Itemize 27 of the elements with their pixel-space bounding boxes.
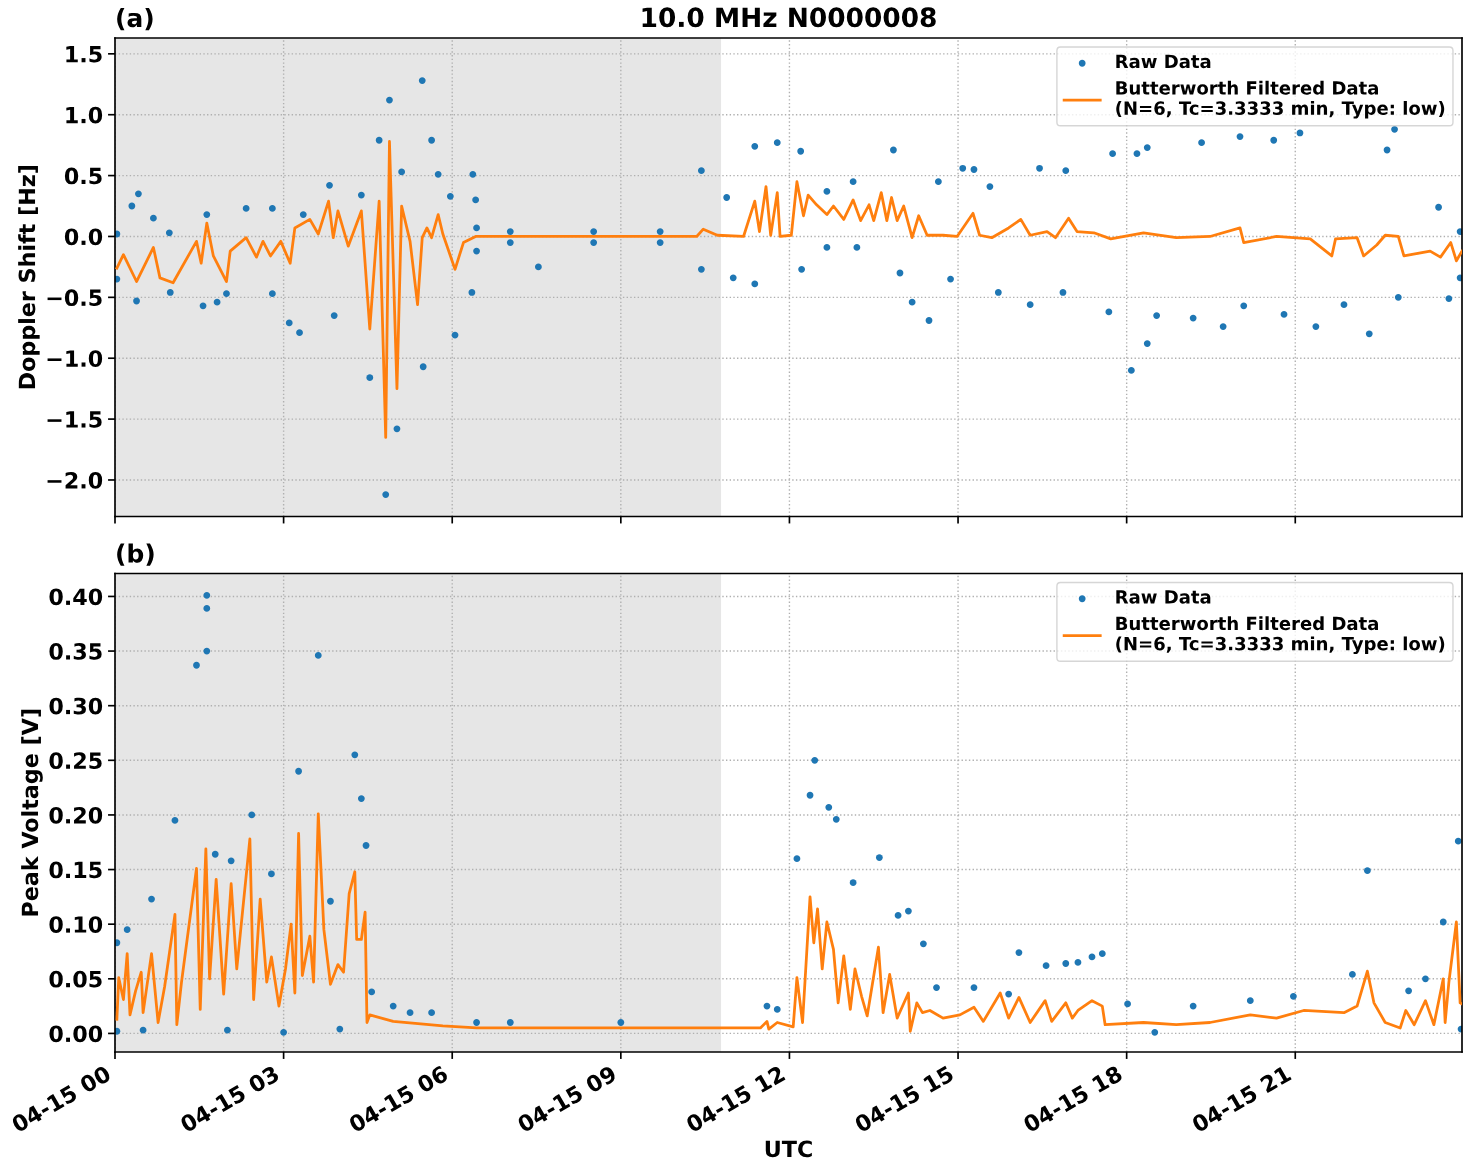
y-tick-label: 0.5 [64,167,102,185]
legend-label: Raw Data [1116,590,1211,604]
y-tick-label: 0.0 [64,228,103,246]
y-tick-label: 0.20 [49,806,103,824]
y-tick-label: −0.5 [47,289,102,307]
y-axis-title: Peak Voltage [V] [21,709,43,916]
legend-label: Butterworth Filtered Data (N=6, Tc=3.3333 min, Type: low) [1116,80,1445,119]
y-tick-label: 0.05 [49,970,102,988]
y-tick-label: 0.00 [49,1025,103,1043]
text: (b) [117,543,154,566]
y-tick-label: −2.0 [47,471,103,489]
y-tick-label: 0.15 [49,861,102,879]
legend-label: Butterworth Filtered Data (N=6, Tc=3.3333 min, Type: low) [1116,616,1445,655]
y-tick-label: 0.10 [49,916,103,933]
y-tick-label: 0.30 [49,697,103,715]
y-axis-title: Doppler Shift [Hz] [18,166,40,389]
x-axis-title: UTC [765,1140,812,1158]
y-tick-label: 0.40 [49,588,103,606]
legend-label: Raw Data [1116,54,1211,69]
chart-title: 10.0 MHz N0000008 [642,7,936,28]
y-tick-label: 0.25 [49,752,102,770]
y-tick-label: 0.35 [49,643,102,660]
text: (a) [117,7,153,31]
y-tick-label: 1.0 [66,106,103,124]
y-tick-label: −1.5 [47,411,102,428]
y-tick-label: −1.0 [47,350,103,367]
y-tick-label: 1.5 [66,46,102,63]
